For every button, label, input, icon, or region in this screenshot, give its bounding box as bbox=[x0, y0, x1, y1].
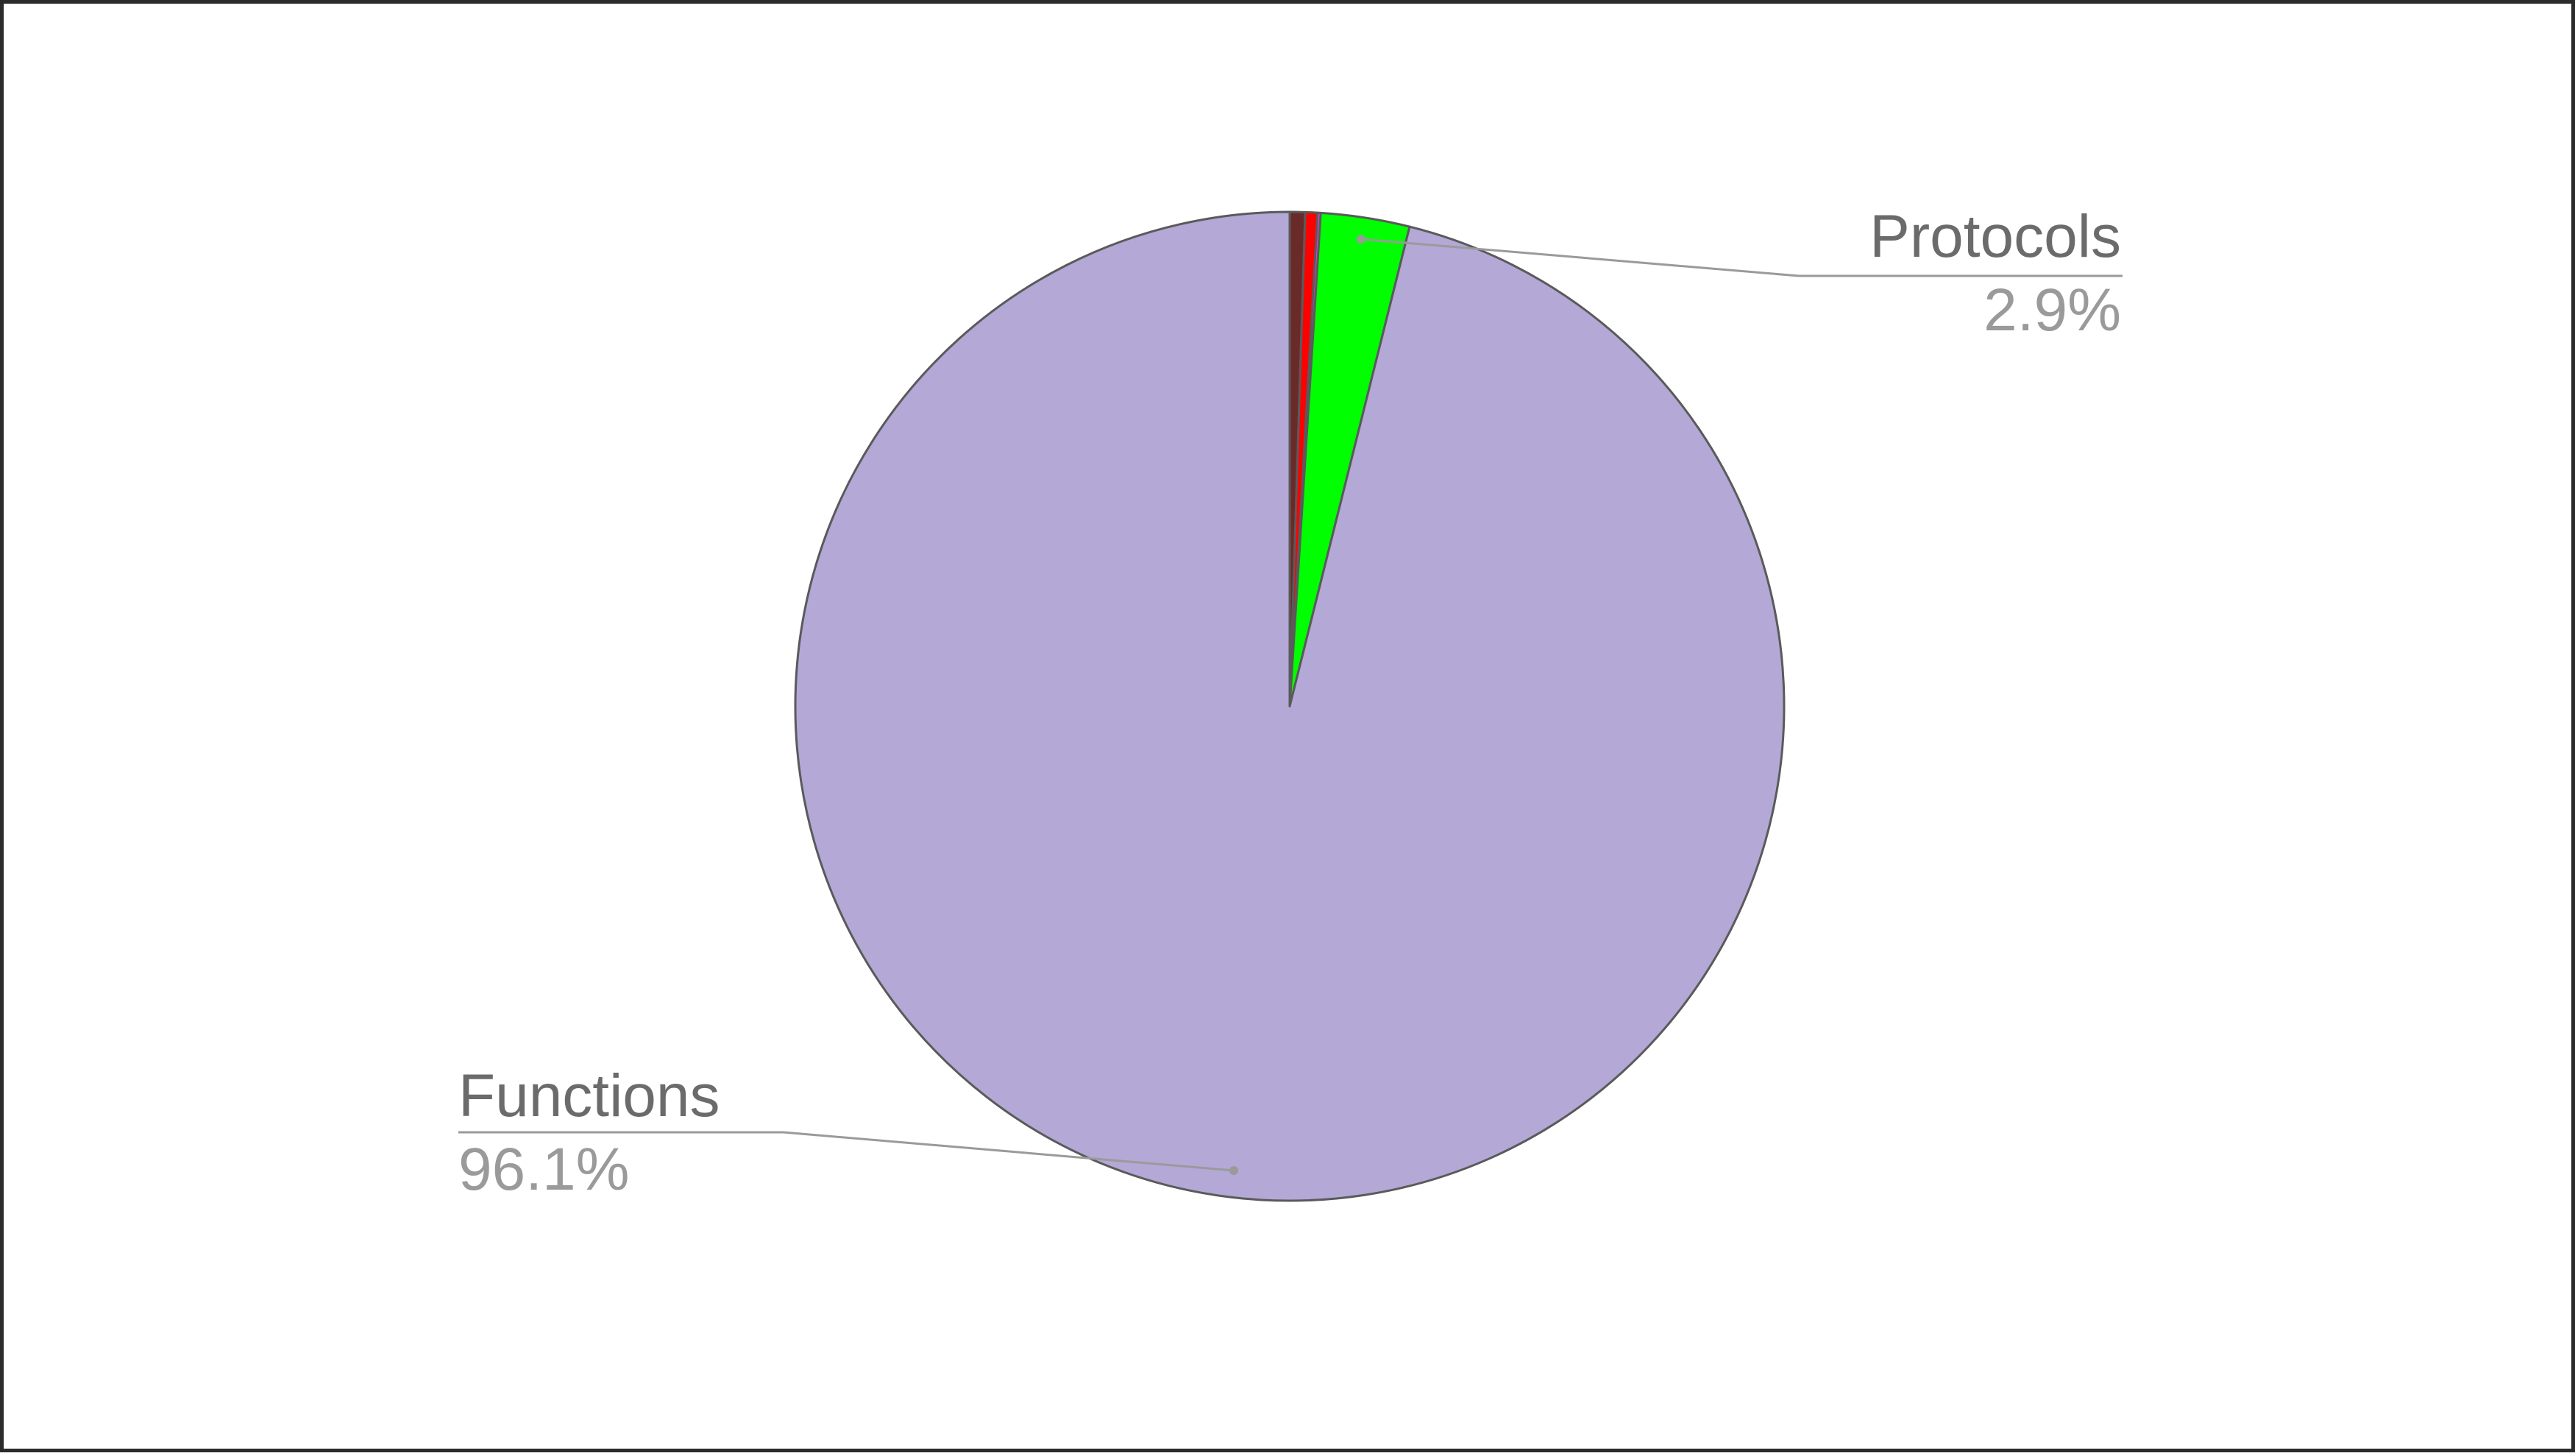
functions-label: Functions bbox=[458, 1062, 720, 1129]
functions-leader-dot bbox=[1229, 1166, 1238, 1175]
pie-slices bbox=[794, 210, 1786, 1202]
protocols-leader-dot bbox=[1357, 235, 1365, 244]
protocols-percent: 2.9% bbox=[1983, 277, 2121, 344]
functions-percent: 96.1% bbox=[458, 1136, 630, 1203]
functions-callout: Functions 96.1% bbox=[458, 1062, 1238, 1203]
protocols-leader-line bbox=[1360, 238, 2123, 277]
pie-slice-functions bbox=[794, 210, 1786, 1202]
functions-leader-line bbox=[458, 1131, 1235, 1172]
pie-chart: Protocols 2.9% Functions 96.1% bbox=[458, 203, 2123, 1203]
protocols-callout: Protocols 2.9% bbox=[1357, 203, 2123, 344]
protocols-label: Protocols bbox=[1869, 203, 2121, 270]
